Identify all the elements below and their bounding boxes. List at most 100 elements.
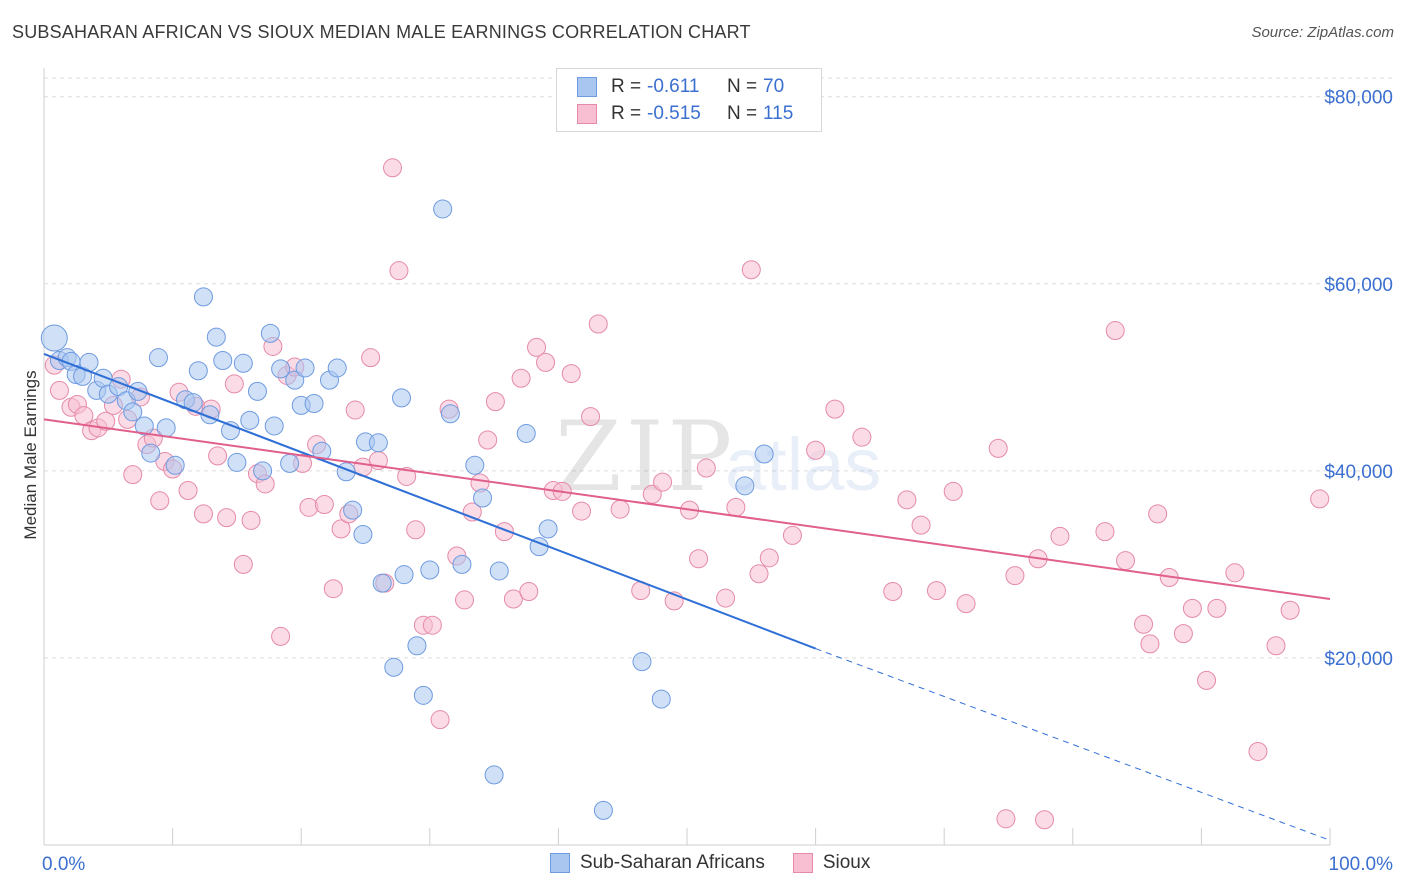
sioux-point bbox=[1225, 563, 1245, 583]
subsaharan-point bbox=[407, 636, 427, 656]
sioux-point bbox=[397, 466, 417, 486]
subsaharan-point bbox=[392, 388, 412, 408]
sioux-point bbox=[455, 590, 475, 610]
legend-row-sioux: R = -0.515 N = 115 bbox=[577, 102, 793, 126]
chart-source: Source: ZipAtlas.com bbox=[1251, 24, 1394, 41]
legend-row-subsaharan: R = -0.611 N = 70 bbox=[577, 75, 784, 99]
sioux-trend-line bbox=[43, 418, 1331, 600]
legend-r-value: -0.611 bbox=[647, 76, 700, 97]
subsaharan-point bbox=[384, 657, 404, 677]
y-tick-label: $80,000 bbox=[1324, 88, 1393, 109]
subsaharan-point bbox=[134, 416, 154, 436]
subsaharan-point bbox=[651, 689, 671, 709]
x-tick-labels: 0.0% 100.0% bbox=[42, 854, 1393, 875]
sioux-point bbox=[1280, 600, 1300, 620]
sioux-point bbox=[1050, 526, 1070, 546]
sioux-point bbox=[1116, 551, 1136, 571]
legend-item-label: Sub-Saharan Africans bbox=[580, 852, 765, 873]
subsaharan-point bbox=[206, 327, 226, 347]
sioux-point bbox=[241, 510, 261, 530]
legend-n-label: N = bbox=[727, 103, 758, 124]
sioux-point bbox=[314, 495, 334, 515]
x-tick-label: 0.0% bbox=[42, 854, 85, 875]
sioux-point bbox=[741, 260, 761, 280]
sioux-point bbox=[689, 549, 709, 569]
sioux-point bbox=[271, 626, 291, 646]
sioux-point bbox=[825, 399, 845, 419]
sioux-point bbox=[572, 501, 592, 521]
subsaharan-point bbox=[260, 323, 280, 343]
x-tick-label: 100.0% bbox=[1329, 854, 1394, 875]
sioux-point bbox=[323, 579, 343, 599]
legend-n-value: 115 bbox=[763, 103, 794, 124]
y-tick-label: $20,000 bbox=[1324, 649, 1393, 670]
y-tick-label: $40,000 bbox=[1324, 462, 1393, 483]
sioux-point bbox=[561, 364, 581, 384]
subsaharan-point bbox=[465, 455, 485, 475]
subsaharan-point bbox=[247, 381, 267, 401]
sioux-point bbox=[536, 352, 556, 372]
sioux-point bbox=[1266, 636, 1286, 656]
sioux-point bbox=[988, 438, 1008, 458]
subsaharan-point bbox=[343, 500, 363, 520]
axes bbox=[43, 68, 1331, 846]
sioux-point bbox=[193, 504, 213, 524]
sioux-point bbox=[1182, 598, 1202, 618]
subsaharan-point bbox=[156, 418, 176, 438]
sioux-point bbox=[96, 411, 116, 431]
sioux-point bbox=[696, 458, 716, 478]
sioux-point bbox=[1095, 522, 1115, 542]
legend-r-label: R = bbox=[611, 76, 642, 97]
subsaharan-point bbox=[280, 453, 300, 473]
subsaharan-point bbox=[484, 765, 504, 785]
sioux-point bbox=[759, 548, 779, 568]
subsaharan-point bbox=[271, 359, 291, 379]
subsaharan-point bbox=[285, 370, 305, 390]
sioux-point bbox=[653, 472, 673, 492]
legend-r-label: R = bbox=[611, 103, 642, 124]
sioux-point bbox=[1134, 614, 1154, 634]
legend-swatch-blue bbox=[550, 853, 570, 873]
chart-title: SUBSAHARAN AFRICAN VS SIOUX MEDIAN MALE … bbox=[12, 22, 751, 42]
subsaharan-point bbox=[233, 353, 253, 373]
subsaharan-point bbox=[452, 554, 472, 574]
sioux-point bbox=[911, 515, 931, 535]
legend-item-sioux[interactable]: Sioux bbox=[792, 852, 871, 874]
sioux-point bbox=[1148, 504, 1168, 524]
sioux-point bbox=[150, 491, 170, 511]
sioux-point bbox=[519, 582, 539, 602]
sioux-point bbox=[726, 497, 746, 517]
sioux-point bbox=[478, 430, 498, 450]
sioux-point bbox=[1035, 810, 1055, 830]
subsaharan-point bbox=[40, 324, 68, 352]
sioux-point bbox=[361, 348, 381, 368]
subsaharan-point bbox=[240, 410, 260, 430]
legend-item-label: Sioux bbox=[822, 852, 871, 873]
subsaharan-point bbox=[593, 800, 613, 820]
subsaharan-point bbox=[253, 461, 273, 481]
sioux-point bbox=[389, 261, 409, 281]
y-axis-label: Median Male Earnings bbox=[21, 370, 40, 539]
subsaharan-point bbox=[141, 443, 161, 463]
sioux-point bbox=[406, 520, 426, 540]
legend-r-value: -0.515 bbox=[647, 103, 701, 124]
sioux-point bbox=[430, 710, 450, 730]
trend-lines bbox=[43, 352, 1331, 841]
subsaharan-point bbox=[193, 287, 213, 307]
sioux-point bbox=[610, 499, 630, 519]
subsaharan-point bbox=[165, 455, 185, 475]
sioux-point bbox=[1005, 566, 1025, 586]
legend-swatch-blue bbox=[577, 77, 597, 97]
correlation-legend: R = -0.611 N = 70 R = -0.515 N = 115 bbox=[556, 68, 822, 132]
subsaharan-point bbox=[516, 423, 536, 443]
sioux-point bbox=[897, 490, 917, 510]
sioux-point bbox=[581, 407, 601, 427]
subsaharan-trend-line bbox=[43, 352, 816, 650]
subsaharan-point bbox=[440, 404, 460, 424]
subsaharan-point bbox=[304, 394, 324, 414]
legend-swatch-pink bbox=[577, 104, 597, 124]
subsaharan-point bbox=[295, 358, 315, 378]
legend-item-subsaharan[interactable]: Sub-Saharan Africans bbox=[550, 852, 765, 874]
subsaharan-point bbox=[372, 573, 392, 593]
sioux-point bbox=[749, 564, 769, 584]
